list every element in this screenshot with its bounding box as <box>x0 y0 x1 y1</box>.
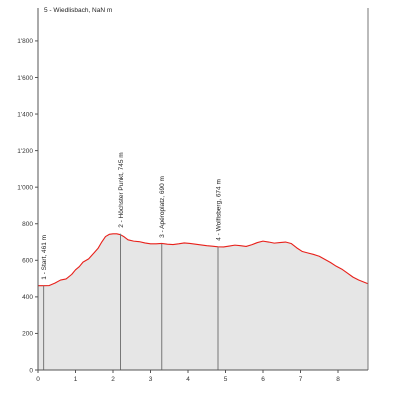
y-tick-label: 1'800 <box>17 38 33 45</box>
y-tick-label: 1'200 <box>17 148 33 155</box>
x-tick-label: 3 <box>149 376 153 383</box>
waypoint-label: 2 - Höchster Punkt, 745 m <box>118 152 125 228</box>
waypoint-label: 4 - Wolfisberg, 674 m <box>216 179 223 241</box>
x-tick-label: 6 <box>261 376 265 383</box>
x-tick-label: 4 <box>186 376 190 383</box>
y-tick-label: 600 <box>22 258 33 265</box>
y-tick-label: 1'400 <box>17 111 33 118</box>
profile-area-fill <box>38 233 368 370</box>
x-tick-label: 1 <box>74 376 78 383</box>
waypoint-markers: 1 - Start, 461 m 2 - Höchster Punkt, 745 … <box>41 7 369 370</box>
waypoint-label: 1 - Start, 461 m <box>41 235 48 280</box>
waypoint-label: 5 - Wiedlisbach, NaN m <box>44 7 112 14</box>
y-tick-label: 800 <box>22 221 33 228</box>
profile-elevation-line <box>38 233 369 287</box>
y-tick-label: 400 <box>22 294 33 301</box>
y-tick-label: 1'000 <box>17 184 33 191</box>
plot-area <box>38 233 369 370</box>
y-tick-label: 200 <box>22 331 33 338</box>
waypoint-label: 3 - Apéroplatz, 690 m <box>159 176 166 238</box>
x-tick-label: 5 <box>224 376 228 383</box>
x-tick-label: 7 <box>299 376 303 383</box>
x-tick-label: 0 <box>36 376 40 383</box>
x-tick-label: 8 <box>336 376 340 383</box>
y-tick-label: 0 <box>29 367 33 374</box>
y-tick-label: 1'600 <box>17 75 33 82</box>
x-tick-label: 2 <box>111 376 115 383</box>
